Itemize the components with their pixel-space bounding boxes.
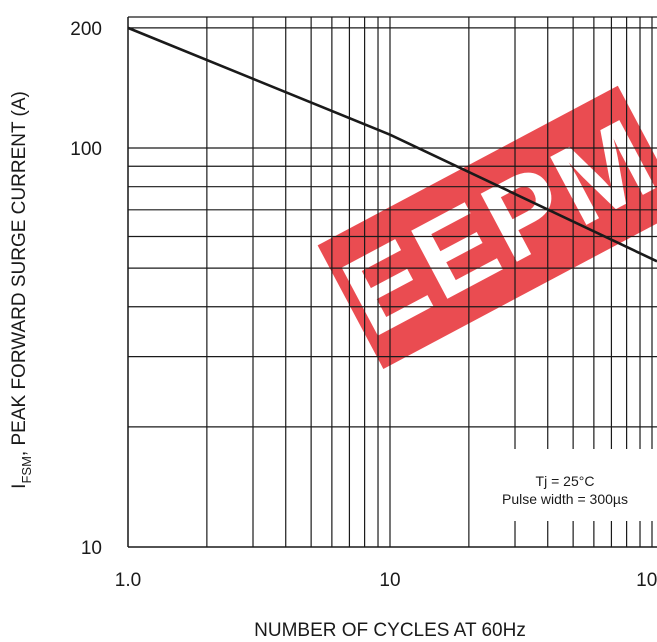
annotation-temperature: Tj = 25°C (536, 473, 595, 489)
y-tick-label: 100 (70, 139, 102, 160)
plot-frame (127, 16, 657, 548)
watermark-text: EEPM (324, 93, 657, 360)
x-tick-label: 10 (379, 570, 400, 591)
x-tick-labels: 1.0 10 100 (115, 570, 657, 591)
x-tick-label: 1.0 (115, 570, 141, 591)
y-tick-labels: 200 100 10 (70, 19, 102, 559)
series-layer (127, 26, 657, 263)
annotation-box: Tj = 25°C Pulse width = 300µs (474, 449, 657, 521)
y-axis-label: IFSM, PEAK FORWARD SURGE CURRENT (A) (9, 91, 34, 489)
y-tick-label: 200 (70, 19, 102, 40)
y-axis-label-prefix: I (9, 484, 30, 489)
x-tick-label: 100 (636, 570, 657, 591)
y-tick-label: 10 (81, 538, 102, 559)
watermark-band (317, 85, 657, 369)
watermark-logo: EEPM (317, 85, 657, 369)
surge-current-curve (127, 26, 657, 263)
annotation-pulse-width: Pulse width = 300µs (502, 491, 628, 507)
y-axis-label-subscript: FSM (19, 456, 34, 483)
x-axis-label: NUMBER OF CYCLES AT 60Hz (254, 620, 526, 641)
y-axis-label-text: , PEAK FORWARD SURGE CURRENT (A) (9, 91, 30, 456)
